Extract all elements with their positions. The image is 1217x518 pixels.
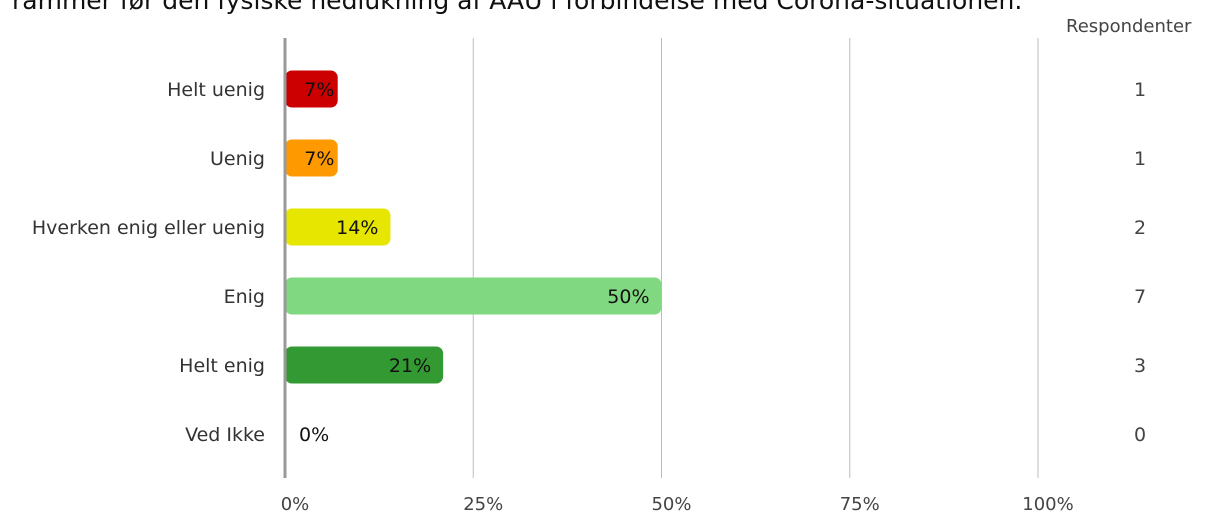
respondents-header: Respondenter — [1066, 16, 1192, 37]
x-tick-label: 50% — [651, 494, 691, 515]
value-label: 14% — [336, 217, 378, 239]
bar — [285, 277, 662, 315]
category-label: Helt uenig — [167, 79, 265, 101]
respondent-count: 0 — [1134, 424, 1146, 446]
respondent-count: 1 — [1134, 148, 1146, 170]
respondent-count: 2 — [1134, 217, 1146, 239]
category-label: Enig — [224, 286, 265, 308]
x-tick-label: 75% — [840, 494, 880, 515]
bar — [285, 346, 444, 384]
x-tick-label: 100% — [1022, 494, 1073, 515]
bar — [285, 208, 391, 246]
category-label: Helt enig — [179, 355, 265, 377]
value-label: 21% — [389, 355, 431, 377]
category-label: Ved Ikke — [185, 424, 265, 446]
x-tick-label: 0% — [281, 494, 310, 515]
bar — [285, 139, 338, 177]
bar — [285, 70, 338, 108]
category-label: Uenig — [210, 148, 265, 170]
chart-title: rammer før den fysiske nedlukning af AAU… — [12, 0, 1023, 15]
respondent-count: 3 — [1134, 355, 1146, 377]
value-label: 0% — [299, 424, 329, 446]
value-label: 7% — [304, 79, 334, 101]
value-label: 50% — [607, 286, 649, 308]
respondent-count: 7 — [1134, 286, 1146, 308]
x-tick-label: 25% — [463, 494, 503, 515]
category-label: Hverken enig eller uenig — [32, 217, 265, 239]
respondent-count: 1 — [1134, 79, 1146, 101]
value-label: 7% — [304, 148, 334, 170]
